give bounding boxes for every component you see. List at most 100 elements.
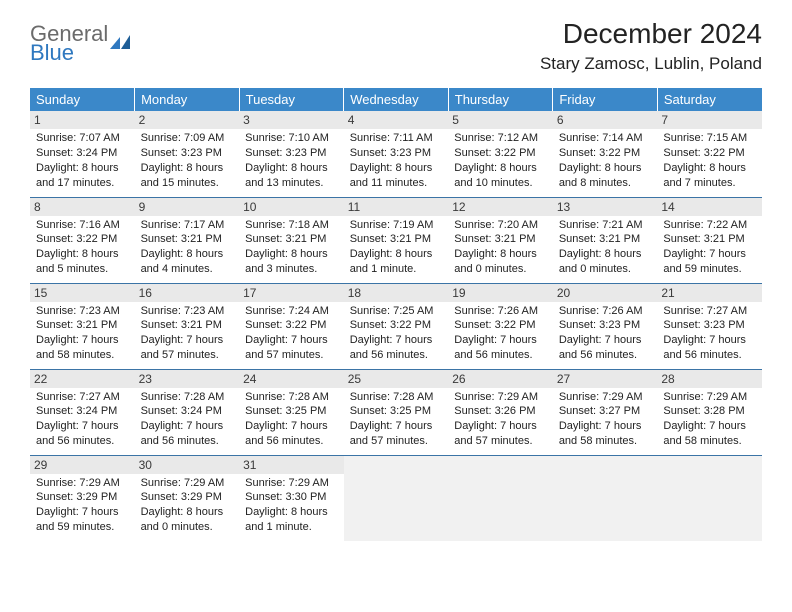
sunrise-text: Sunrise: 7:27 AM (663, 304, 758, 319)
daylight-text: Daylight: 7 hours and 56 minutes. (141, 419, 236, 449)
calendar-cell: 22Sunrise: 7:27 AMSunset: 3:24 PMDayligh… (30, 369, 135, 455)
daylight-text: Daylight: 8 hours and 13 minutes. (245, 161, 340, 191)
day-details: Sunrise: 7:29 AMSunset: 3:26 PMDaylight:… (454, 390, 549, 449)
day-number: 26 (448, 370, 553, 388)
day-number: 9 (135, 198, 240, 216)
title-block: December 2024 Stary Zamosc, Lublin, Pola… (540, 18, 762, 74)
calendar-cell: 26 Sunrise: 7:29 AMSunset: 3:26 PMDayligh… (448, 369, 553, 455)
day-number: 11 (344, 198, 449, 216)
calendar-cell: 20Sunrise: 7:26 AMSunset: 3:23 PMDayligh… (553, 283, 658, 369)
day-details: Sunrise: 7:07 AMSunset: 3:24 PMDaylight:… (36, 131, 131, 190)
day-number: 19 (448, 284, 553, 302)
calendar-cell: 19 Sunrise: 7:26 AMSunset: 3:22 PMDayligh… (448, 283, 553, 369)
calendar-header-row: Sunday Monday Tuesday Wednesday Thursday… (30, 88, 762, 111)
month-title: December 2024 (540, 18, 762, 50)
daylight-text: Daylight: 8 hours and 0 minutes. (559, 247, 654, 277)
day-number: 6 (553, 111, 658, 129)
day-number: 10 (239, 198, 344, 216)
calendar-cell: 5Sunrise: 7:12 AMSunset: 3:22 PMDaylight… (448, 111, 553, 197)
sunrise-text: Sunrise: 7:23 AM (141, 304, 236, 319)
day-details: Sunrise: 7:28 AMSunset: 3:25 PMDaylight:… (245, 390, 340, 449)
calendar-cell: 17Sunrise: 7:24 AMSunset: 3:22 PMDayligh… (239, 283, 344, 369)
daylight-text: Daylight: 7 hours and 56 minutes. (36, 419, 131, 449)
day-number: 15 (30, 284, 135, 302)
day-number: 30 (135, 456, 240, 474)
page-header: General Blue December 2024 Stary Zamosc,… (30, 18, 762, 74)
daylight-text: Daylight: 7 hours and 56 minutes. (454, 333, 549, 363)
sunrise-text: Sunrise: 7:10 AM (245, 131, 340, 146)
day-number: 28 (657, 370, 762, 388)
day-number: 23 (135, 370, 240, 388)
calendar-cell: 8Sunrise: 7:16 AMSunset: 3:22 PMDaylight… (30, 197, 135, 283)
sunset-text: Sunset: 3:24 PM (141, 404, 236, 419)
calendar-cell: 11Sunrise: 7:19 AMSunset: 3:21 PMDayligh… (344, 197, 449, 283)
day-number: 31 (239, 456, 344, 474)
sunset-text: Sunset: 3:21 PM (141, 232, 236, 247)
day-number: 8 (30, 198, 135, 216)
calendar-cell: 15Sunrise: 7:23 AMSunset: 3:21 PMDayligh… (30, 283, 135, 369)
sunrise-text: Sunrise: 7:28 AM (141, 390, 236, 405)
daylight-text: Daylight: 7 hours and 58 minutes. (36, 333, 131, 363)
sunset-text: Sunset: 3:23 PM (141, 146, 236, 161)
day-number: 16 (135, 284, 240, 302)
daylight-text: Daylight: 8 hours and 5 minutes. (36, 247, 131, 277)
day-number: 24 (239, 370, 344, 388)
day-number: 14 (657, 198, 762, 216)
sunrise-text: Sunrise: 7:29 AM (663, 390, 758, 405)
day-details: Sunrise: 7:26 AMSunset: 3:23 PMDaylight:… (559, 304, 654, 363)
day-details: Sunrise: 7:29 AMSunset: 3:27 PMDaylight:… (559, 390, 654, 449)
day-details: Sunrise: 7:28 AMSunset: 3:24 PMDaylight:… (141, 390, 236, 449)
sunrise-text: Sunrise: 7:22 AM (663, 218, 758, 233)
sunrise-text: Sunrise: 7:17 AM (141, 218, 236, 233)
calendar-cell: 6Sunrise: 7:14 AMSunset: 3:22 PMDaylight… (553, 111, 658, 197)
brand-logo: General Blue (30, 24, 138, 64)
daylight-text: Daylight: 8 hours and 1 minute. (245, 505, 340, 535)
day-number: 13 (553, 198, 658, 216)
daylight-text: Daylight: 7 hours and 57 minutes. (141, 333, 236, 363)
day-details: Sunrise: 7:25 AMSunset: 3:22 PMDaylight:… (350, 304, 445, 363)
daylight-text: Daylight: 7 hours and 58 minutes. (663, 419, 758, 449)
sunset-text: Sunset: 3:22 PM (663, 146, 758, 161)
sunset-text: Sunset: 3:23 PM (350, 146, 445, 161)
day-details: Sunrise: 7:27 AMSunset: 3:24 PMDaylight:… (36, 390, 131, 449)
calendar-cell: 29Sunrise: 7:29 AMSunset: 3:29 PMDayligh… (30, 455, 135, 541)
day-number: 2 (135, 111, 240, 129)
day-number: 29 (30, 456, 135, 474)
sunset-text: Sunset: 3:21 PM (245, 232, 340, 247)
location-subtitle: Stary Zamosc, Lublin, Poland (540, 54, 762, 74)
daylight-text: Daylight: 7 hours and 57 minutes. (245, 333, 340, 363)
sunrise-text: Sunrise: 7:21 AM (559, 218, 654, 233)
daylight-text: Daylight: 8 hours and 10 minutes. (454, 161, 549, 191)
sunrise-text: Sunrise: 7:25 AM (350, 304, 445, 319)
daylight-text: Daylight: 8 hours and 0 minutes. (454, 247, 549, 277)
col-friday: Friday (553, 88, 658, 111)
sunset-text: Sunset: 3:23 PM (663, 318, 758, 333)
sunset-text: Sunset: 3:27 PM (559, 404, 654, 419)
day-details: Sunrise: 7:10 AMSunset: 3:23 PMDaylight:… (245, 131, 340, 190)
daylight-text: Daylight: 7 hours and 59 minutes. (36, 505, 131, 535)
sunset-text: Sunset: 3:21 PM (663, 232, 758, 247)
daylight-text: Daylight: 7 hours and 59 minutes. (663, 247, 758, 277)
day-number: 27 (553, 370, 658, 388)
sunset-text: Sunset: 3:23 PM (559, 318, 654, 333)
calendar-cell: 25Sunrise: 7:28 AMSunset: 3:25 PMDayligh… (344, 369, 449, 455)
day-details: Sunrise: 7:11 AMSunset: 3:23 PMDaylight:… (350, 131, 445, 190)
sunset-text: Sunset: 3:22 PM (454, 146, 549, 161)
calendar-week-row: 1Sunrise: 7:07 AMSunset: 3:24 PMDaylight… (30, 111, 762, 197)
day-details: Sunrise: 7:20 AMSunset: 3:21 PMDaylight:… (454, 218, 549, 277)
daylight-text: Daylight: 7 hours and 58 minutes. (559, 419, 654, 449)
calendar-week-row: 29 Sunrise: 7:29 AMSunset: 3:29 PMDayligh… (30, 455, 762, 541)
day-number: 25 (344, 370, 449, 388)
sunrise-text: Sunrise: 7:15 AM (663, 131, 758, 146)
sunrise-text: Sunrise: 7:29 AM (559, 390, 654, 405)
day-details: Sunrise: 7:26 AMSunset: 3:22 PMDaylight:… (454, 304, 549, 363)
sunrise-text: Sunrise: 7:29 AM (454, 390, 549, 405)
calendar-cell: 31Sunrise: 7:29 AMSunset: 3:30 PMDayligh… (239, 455, 344, 541)
calendar-cell: 12Sunrise: 7:20 AMSunset: 3:21 PMDayligh… (448, 197, 553, 283)
sunset-text: Sunset: 3:24 PM (36, 146, 131, 161)
daylight-text: Daylight: 7 hours and 56 minutes. (245, 419, 340, 449)
day-details: Sunrise: 7:29 AMSunset: 3:29 PMDaylight:… (141, 476, 236, 535)
calendar-table: Sunday Monday Tuesday Wednesday Thursday… (30, 88, 762, 541)
sunset-text: Sunset: 3:29 PM (36, 490, 131, 505)
day-details: Sunrise: 7:29 AMSunset: 3:28 PMDaylight:… (663, 390, 758, 449)
